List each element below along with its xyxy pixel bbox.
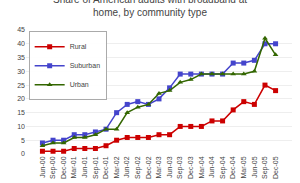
svg-text:0: 0 xyxy=(21,150,25,157)
svg-text:Urban: Urban xyxy=(70,81,89,88)
svg-text:Mar-05: Mar-05 xyxy=(240,156,247,178)
svg-text:Jun-05: Jun-05 xyxy=(251,156,258,178)
svg-text:Sep-05: Sep-05 xyxy=(261,156,269,179)
svg-text:Sep-00: Sep-00 xyxy=(49,156,57,179)
svg-text:Sep-04: Sep-04 xyxy=(219,156,227,179)
svg-text:Suburban: Suburban xyxy=(70,62,100,69)
svg-text:Jun-00: Jun-00 xyxy=(39,156,46,178)
svg-text:35: 35 xyxy=(17,54,25,61)
svg-text:Dec-03: Dec-03 xyxy=(187,156,194,179)
svg-text:15: 15 xyxy=(17,109,25,116)
svg-text:Jun-01: Jun-01 xyxy=(81,156,88,178)
svg-text:Jun-03: Jun-03 xyxy=(166,156,173,178)
svg-text:Mar-02: Mar-02 xyxy=(113,156,120,178)
svg-text:Sep-03: Sep-03 xyxy=(176,156,184,179)
svg-text:Jun-04: Jun-04 xyxy=(208,156,215,178)
svg-text:Share of American adults with: Share of American adults with broadband … xyxy=(53,0,247,18)
svg-text:40: 40 xyxy=(17,40,25,47)
svg-text:Dec-00: Dec-00 xyxy=(60,156,67,179)
svg-text:Sep-02: Sep-02 xyxy=(134,156,142,179)
svg-text:25: 25 xyxy=(17,82,25,89)
svg-text:Mar-03: Mar-03 xyxy=(155,156,162,178)
svg-text:30: 30 xyxy=(17,68,25,75)
svg-text:5: 5 xyxy=(21,137,25,144)
svg-text:Jun-02: Jun-02 xyxy=(123,156,130,178)
svg-text:10: 10 xyxy=(17,123,25,130)
svg-text:20: 20 xyxy=(17,95,25,102)
svg-text:Dec-02: Dec-02 xyxy=(145,156,152,179)
svg-text:Mar-04: Mar-04 xyxy=(198,156,205,178)
svg-text:Rural: Rural xyxy=(70,43,87,50)
svg-text:Mar-01: Mar-01 xyxy=(70,156,77,178)
svg-text:Sep-01: Sep-01 xyxy=(92,156,100,179)
svg-text:Dec-04: Dec-04 xyxy=(229,156,236,179)
svg-text:Dec-01: Dec-01 xyxy=(102,156,109,179)
svg-text:Dec-05: Dec-05 xyxy=(272,156,279,179)
svg-text:45: 45 xyxy=(17,26,25,33)
